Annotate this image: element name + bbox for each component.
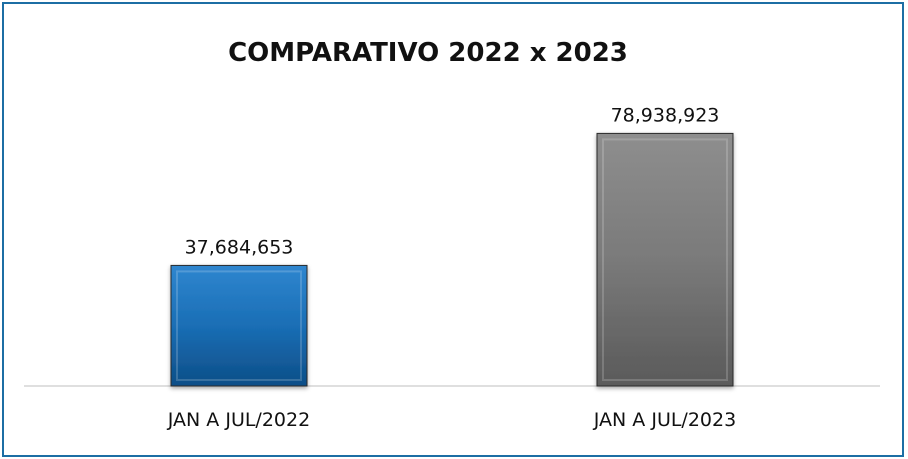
bar-2-bevel — [602, 138, 728, 381]
bar-2 — [596, 132, 734, 387]
bar-1 — [170, 264, 308, 387]
category-label-2: JAN A JUL/2023 — [593, 409, 736, 431]
category-label-1: JAN A JUL/2022 — [167, 409, 310, 431]
data-label-1: 37,684,653 — [185, 236, 294, 258]
chart-title: COMPARATIVO 2022 x 2023 — [228, 38, 628, 68]
bar-1-bevel — [176, 270, 302, 382]
data-label-2: 78,938,923 — [611, 104, 720, 126]
